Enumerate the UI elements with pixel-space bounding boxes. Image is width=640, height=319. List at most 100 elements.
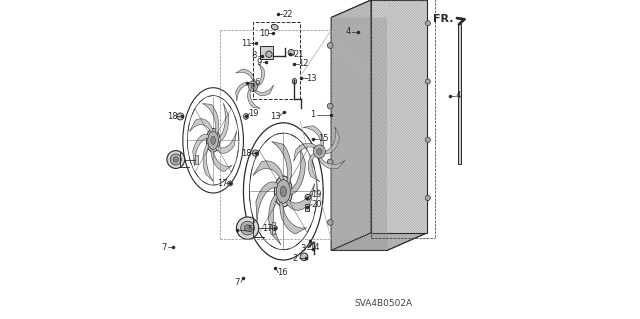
Polygon shape (257, 63, 264, 86)
Text: 7: 7 (161, 243, 166, 252)
Ellipse shape (271, 25, 278, 30)
Circle shape (236, 217, 259, 239)
Circle shape (425, 79, 430, 84)
Text: 18: 18 (241, 149, 252, 158)
Text: 9: 9 (257, 58, 262, 67)
Polygon shape (248, 89, 260, 108)
Circle shape (272, 226, 277, 231)
Circle shape (327, 103, 333, 109)
Text: 7: 7 (234, 278, 240, 287)
Polygon shape (256, 182, 278, 221)
Text: 5: 5 (247, 225, 252, 234)
Polygon shape (331, 0, 427, 18)
Circle shape (288, 49, 294, 56)
Circle shape (170, 154, 181, 165)
Text: 17: 17 (262, 224, 273, 233)
Circle shape (252, 150, 259, 156)
Circle shape (425, 137, 430, 142)
Text: 20: 20 (311, 200, 321, 209)
Ellipse shape (292, 78, 297, 84)
Polygon shape (253, 161, 284, 181)
Ellipse shape (248, 81, 257, 91)
Polygon shape (269, 193, 281, 245)
Circle shape (177, 113, 184, 120)
Text: 18: 18 (167, 112, 178, 121)
Text: 4: 4 (346, 27, 351, 36)
Text: 22: 22 (282, 10, 292, 19)
Polygon shape (193, 134, 209, 166)
Ellipse shape (317, 149, 322, 155)
Bar (272, 222, 275, 234)
Polygon shape (280, 201, 307, 234)
Text: 13: 13 (307, 74, 317, 83)
Polygon shape (189, 119, 213, 133)
Text: 3: 3 (301, 244, 306, 253)
Circle shape (327, 219, 333, 225)
Polygon shape (387, 0, 427, 250)
Polygon shape (203, 142, 213, 182)
Polygon shape (324, 127, 339, 154)
Ellipse shape (208, 131, 218, 149)
Text: FR.: FR. (433, 14, 454, 24)
Circle shape (266, 51, 272, 57)
Polygon shape (289, 145, 305, 195)
Ellipse shape (244, 114, 248, 119)
Bar (253, 22, 300, 99)
Ellipse shape (276, 180, 291, 203)
Polygon shape (211, 148, 232, 172)
Bar (305, 204, 308, 211)
Polygon shape (331, 233, 427, 250)
Polygon shape (294, 143, 317, 161)
Circle shape (227, 181, 232, 186)
Text: 16: 16 (277, 268, 287, 277)
Text: 14: 14 (309, 243, 319, 252)
Text: 10: 10 (259, 29, 269, 38)
Polygon shape (331, 18, 387, 250)
Circle shape (425, 195, 430, 201)
Bar (260, 46, 273, 59)
Ellipse shape (206, 129, 220, 152)
Text: 8: 8 (252, 51, 257, 60)
Text: SVA4B0502A: SVA4B0502A (355, 299, 413, 308)
Polygon shape (308, 153, 320, 182)
Circle shape (300, 253, 308, 261)
Text: 4: 4 (456, 91, 461, 100)
Ellipse shape (280, 186, 287, 197)
Text: 21: 21 (293, 50, 303, 59)
Circle shape (167, 151, 185, 168)
Text: 6: 6 (255, 78, 260, 87)
Text: 19: 19 (248, 109, 259, 118)
Text: 11: 11 (241, 39, 252, 48)
Polygon shape (303, 126, 324, 147)
Text: 1: 1 (310, 110, 316, 119)
Circle shape (327, 159, 333, 165)
Bar (195, 155, 198, 164)
Bar (458, 24, 461, 164)
Text: 12: 12 (298, 59, 308, 68)
Polygon shape (271, 142, 292, 185)
Circle shape (241, 221, 255, 235)
Polygon shape (285, 183, 315, 210)
Polygon shape (331, 0, 371, 250)
Polygon shape (254, 85, 274, 96)
Ellipse shape (211, 136, 216, 145)
Circle shape (327, 43, 333, 48)
Ellipse shape (251, 84, 255, 89)
Polygon shape (202, 104, 219, 135)
Text: 2: 2 (293, 254, 298, 263)
Text: 15: 15 (318, 134, 328, 143)
Polygon shape (236, 69, 255, 82)
Polygon shape (218, 103, 228, 142)
Polygon shape (236, 83, 250, 101)
Polygon shape (215, 131, 237, 153)
Text: 13: 13 (270, 112, 281, 121)
Polygon shape (319, 157, 346, 169)
Polygon shape (371, 0, 427, 233)
Text: 17: 17 (217, 179, 228, 188)
Circle shape (173, 157, 179, 162)
Circle shape (425, 21, 430, 26)
Text: 19: 19 (310, 190, 321, 199)
Ellipse shape (275, 176, 292, 207)
Circle shape (305, 194, 311, 200)
Circle shape (244, 225, 251, 232)
